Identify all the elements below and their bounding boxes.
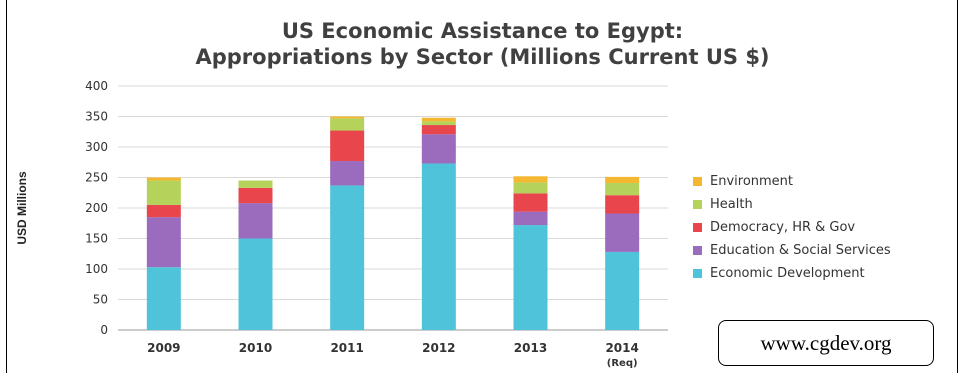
bar-segment [146,217,181,268]
x-tick-label: 2012 [422,341,455,355]
bar-segment [330,185,365,330]
legend-label: Health [710,197,753,212]
bar-segment [421,117,456,122]
bar-segment [146,180,181,205]
legend-item: Economic Development [693,262,891,285]
y-tick-label: 250 [85,171,108,185]
bar-segment [146,177,181,181]
x-tick-label: 2011 [330,341,363,355]
bar-segment [238,238,273,330]
bar-segment [421,134,456,164]
chart-title-line-1: US Economic Assistance to Egypt: [281,19,684,43]
x-tick-label: 2010 [239,341,272,355]
bar-segment [421,163,456,330]
bar-segment [605,213,640,252]
bar-segment [421,125,456,135]
chart-frame [6,0,958,373]
legend-item: Education & Social Services [693,239,891,262]
y-tick-label: 350 [85,110,108,124]
legend-item: Environment [693,170,891,193]
x-tick-label: 2009 [147,341,180,355]
bar-segment [238,203,273,239]
bar-segment [330,118,365,131]
bar-segment [605,251,640,330]
legend-label: Environment [710,174,794,189]
bar-segment [238,180,273,188]
bar-segment [513,193,548,212]
legend-swatch [693,177,702,186]
bar-segment [421,121,456,126]
bar-segment [146,204,181,218]
bar-segment [605,182,640,196]
x-tick-label: 2013 [514,341,547,355]
y-tick-label: 200 [85,201,108,215]
bar-segment [330,161,365,186]
source-label: www.cgdev.org [718,320,934,366]
bar-segment [330,130,365,162]
bar-segment [513,176,548,183]
y-tick-label: 300 [85,140,108,154]
legend-swatch [693,223,702,232]
legend-item: Democracy, HR & Gov [693,216,891,239]
chart-title-line-2: Appropriations by Sector (Millions Curre… [195,45,770,69]
legend-item: Health [693,193,891,216]
bar-segment [513,211,548,226]
bar-segment [605,195,640,214]
bar-segment [146,267,181,330]
legend-swatch [693,246,702,255]
y-tick-label: 400 [85,79,108,93]
legend-swatch [693,200,702,209]
y-tick-label: 0 [100,323,108,337]
y-tick-label: 100 [85,262,108,276]
bar-segment [330,116,365,119]
legend-label: Education & Social Services [710,243,891,258]
x-tick-label: 2014 [605,341,638,355]
y-tick-label: 150 [85,232,108,246]
x-tick-sublabel: (Req) [607,358,638,369]
bar-segment [513,225,548,330]
chart-title: US Economic Assistance to Egypt: Appropr… [0,18,965,70]
y-tick-label: 50 [93,293,108,307]
legend-label: Economic Development [710,266,865,281]
chart-legend: Environment Health Democracy, HR & Gov Educ… [693,170,891,285]
bar-segment [513,182,548,194]
bar-segment [605,176,640,183]
legend-label: Democracy, HR & Gov [710,220,856,235]
bar-segment [238,187,273,204]
legend-swatch [693,269,702,278]
